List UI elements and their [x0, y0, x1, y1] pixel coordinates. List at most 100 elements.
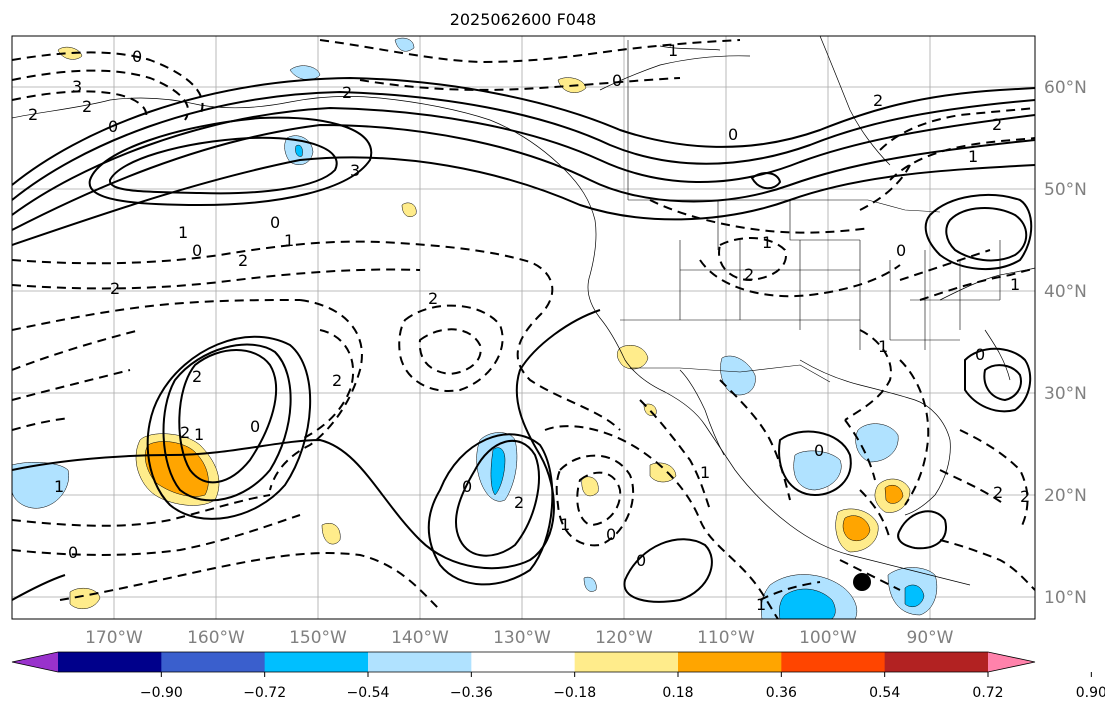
contour-label: 1 — [54, 477, 64, 496]
colorbar — [11, 651, 1036, 673]
shade-yellow-baja — [649, 462, 677, 483]
shade-orange-mexico — [842, 515, 871, 541]
shade-deepblue-alaska — [295, 144, 303, 157]
colorbar-tick-label: −0.36 — [450, 685, 493, 701]
contour-label: 2 — [873, 91, 883, 110]
contour-label: 1 — [762, 233, 772, 252]
storm-center-dot — [853, 573, 871, 591]
contour-label: 1 — [560, 515, 570, 534]
colorbar-segment — [264, 652, 369, 672]
contour-label: 0 — [132, 47, 142, 66]
contour-label: 2 — [180, 423, 190, 442]
shade-blue-small — [583, 576, 597, 592]
lat-label: 30°N — [1044, 384, 1087, 404]
shade-yellow-small4 — [401, 202, 417, 217]
contour-label: 2 — [342, 83, 352, 102]
solid-contours — [12, 76, 1035, 603]
shade-blue-west — [12, 462, 70, 509]
contour-label: 3 — [72, 77, 82, 96]
colorbar-segment — [368, 652, 472, 672]
lat-label: 20°N — [1044, 486, 1087, 506]
colorbar-tick-label: −0.72 — [243, 685, 286, 701]
contour-label: 0 — [68, 543, 78, 562]
contour-label: 2 — [744, 265, 754, 284]
lat-label: 60°N — [1044, 78, 1087, 98]
colorbar-segment — [161, 652, 266, 672]
lat-label: 40°N — [1044, 282, 1087, 302]
contour-label: 1 — [878, 337, 888, 356]
contour-label: 1 — [194, 425, 204, 444]
contour-label: 2 — [28, 105, 38, 124]
shade-yellow-small1 — [581, 476, 599, 497]
colorbar-segment — [471, 652, 576, 672]
contour-label: 2 — [238, 251, 248, 270]
contour-label: 0 — [462, 477, 472, 496]
contour-label: 1 — [668, 41, 678, 60]
colorbar-segment — [678, 652, 782, 672]
dashed-contours — [12, 39, 1035, 619]
lon-label: 160°W — [187, 628, 245, 648]
colorbar-tick-label: −0.18 — [553, 685, 596, 701]
shade-blue-top-right — [394, 37, 415, 52]
contour-label: 1 — [700, 463, 710, 482]
shade-blue-gulf — [855, 423, 899, 463]
contour-label: 1 — [178, 223, 188, 242]
contour-label: 0 — [814, 441, 824, 460]
map-title: 2025062600 F048 — [449, 10, 597, 29]
contour-label: 2 — [514, 493, 524, 512]
colorbar-tick-label: 0.18 — [662, 685, 693, 701]
shade-orange-gulf — [884, 485, 904, 504]
shade-deepblue-130w — [490, 447, 506, 496]
contour-label: 0 — [728, 125, 738, 144]
contour-label: 0 — [108, 117, 118, 136]
longitude-labels: 170°W 160°W 150°W 140°W 130°W 120°W 110°… — [85, 628, 954, 648]
lon-label: 140°W — [391, 628, 449, 648]
contour-label: 2 — [82, 97, 92, 116]
colorbar-extend-low — [12, 652, 58, 672]
political-boundaries — [620, 40, 1001, 383]
map-border — [11, 35, 1036, 620]
contour-label: 1 — [1010, 275, 1020, 294]
contour-label: 1 — [968, 147, 978, 166]
lon-label: 120°W — [595, 628, 653, 648]
colorbar-tick-label: 0.90 — [1076, 685, 1105, 701]
contour-label: 3 — [350, 161, 360, 180]
contour-label: 0 — [975, 345, 985, 364]
contour-labels: 3 2 2 0 0 3 2 0 1 2 2 0 1 2 1 2 1 2 2 0 … — [28, 41, 1030, 614]
contour-label: 0 — [636, 551, 646, 570]
contour-label: 2 — [1020, 487, 1030, 506]
contour-label: 0 — [606, 525, 616, 544]
colorbar-ticks: −0.90 −0.72 −0.54 −0.36 −0.18 0.18 0.36 0.54 0.7… — [140, 672, 1105, 701]
colorbar-extend-high — [988, 652, 1035, 672]
lon-label: 150°W — [289, 628, 347, 648]
colorbar-segment — [781, 652, 886, 672]
shade-blue-baja — [720, 355, 756, 396]
lon-label: 130°W — [493, 628, 551, 648]
shade-deepblue-bottom — [778, 588, 836, 619]
contour-label: 0 — [250, 417, 260, 436]
colorbar-tick-label: 0.36 — [766, 685, 797, 701]
gridlines — [12, 36, 1035, 619]
shade-yellow-socal — [617, 345, 649, 370]
contour-label: 0 — [896, 241, 906, 260]
contour-label: 0 — [612, 71, 622, 90]
contour-label: 2 — [428, 289, 438, 308]
latitude-labels: 60°N 50°N 40°N 30°N 20°N 10°N — [1044, 78, 1087, 608]
shade-blue-mexico — [793, 450, 842, 491]
lat-label: 50°N — [1044, 180, 1087, 200]
colorbar-tick-label: −0.90 — [140, 685, 183, 701]
colorbar-segment — [58, 652, 162, 672]
lon-label: 110°W — [697, 628, 755, 648]
colorbar-tick-label: −0.54 — [347, 685, 390, 701]
contour-label: 2 — [192, 367, 202, 386]
lon-label: 170°W — [85, 628, 143, 648]
lat-label: 10°N — [1044, 588, 1087, 608]
contour-label: 1 — [284, 231, 294, 250]
contour-label: 2 — [332, 371, 342, 390]
contour-label: 2 — [110, 279, 120, 298]
colorbar-segment — [574, 652, 679, 672]
shade-blue-top — [289, 65, 321, 80]
lon-label: 90°W — [907, 628, 954, 648]
contour-label: 2 — [993, 483, 1003, 502]
